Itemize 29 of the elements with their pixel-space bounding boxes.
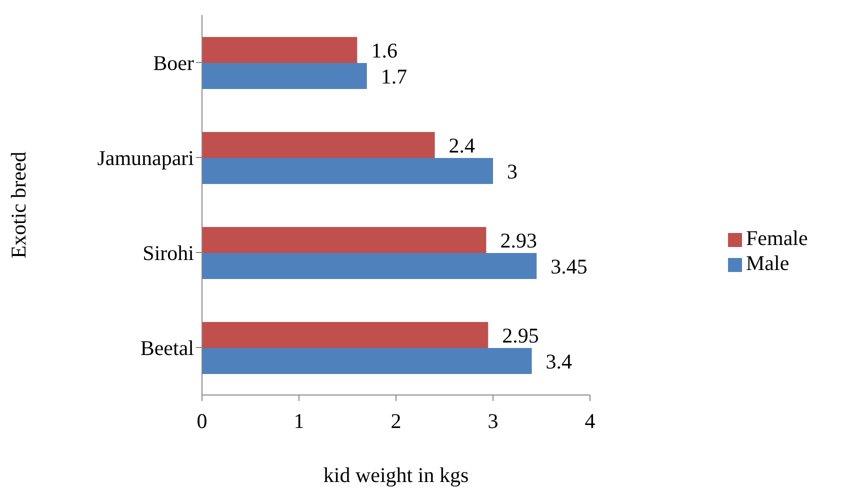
legend-label: Male [746, 251, 790, 275]
y-tick-label: Sirohi [142, 240, 194, 265]
x-tick-label: 1 [294, 408, 304, 433]
data-label: 3.45 [550, 254, 588, 278]
bar [202, 63, 367, 89]
bar [202, 158, 493, 184]
bar [202, 253, 537, 279]
bar [202, 37, 358, 63]
y-tick-label: Jamunapari [97, 146, 194, 170]
y-tick-label: Boer [153, 50, 194, 75]
data-label: 1.6 [371, 38, 398, 62]
data-label: 2.93 [500, 228, 537, 252]
bar [202, 348, 532, 374]
x-tick-label: 2 [390, 408, 402, 433]
data-label: 3.4 [546, 349, 573, 374]
legend-label: Female [746, 226, 808, 250]
x-tick-label: 3 [488, 408, 498, 433]
y-tick-label: Beetal [140, 336, 194, 360]
y-axis-title: Exotic breed [6, 151, 30, 258]
x-axis-title: kid weight in kgs [323, 463, 469, 487]
data-label: 3 [507, 159, 518, 184]
x-tick-label: 0 [196, 408, 208, 433]
bar [202, 227, 486, 253]
data-label: 1.7 [380, 64, 408, 88]
bar [202, 322, 488, 348]
data-label: 2.95 [502, 323, 539, 348]
data-label: 2.4 [448, 133, 476, 158]
x-tick-label: 4 [584, 408, 596, 433]
bar [202, 132, 435, 158]
